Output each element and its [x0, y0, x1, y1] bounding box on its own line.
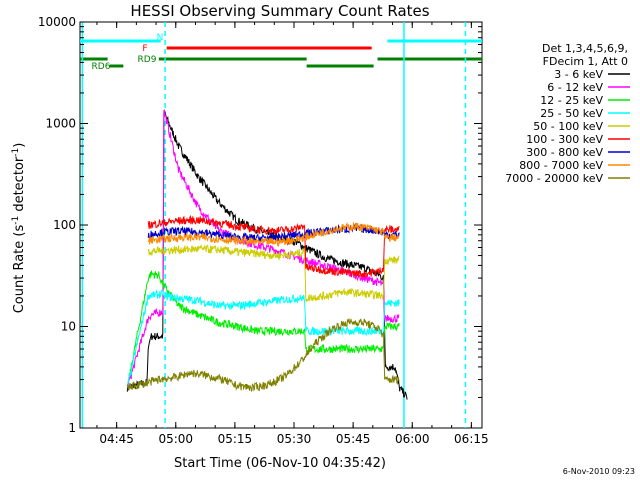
x-tick-label-5: 06:00	[395, 432, 430, 446]
x-tick-label-1: 05:00	[158, 432, 193, 446]
series-line-8	[126, 318, 400, 392]
y-axis-label-mid: detector	[12, 156, 27, 216]
y-tick-label-1: 10	[61, 320, 76, 334]
flag-label-f: F	[142, 44, 147, 54]
flag-label-rd9: RD9	[138, 55, 157, 65]
vertical-markers	[81, 22, 467, 428]
x-tick-label-6: 06:15	[454, 432, 489, 446]
legend-label-4: 50 - 100 keV	[533, 120, 603, 133]
series-line-7	[148, 221, 400, 247]
flag-label-n: N	[157, 33, 164, 43]
x-tick-label-2: 05:15	[218, 432, 253, 446]
footer-date: 6-Nov-2010 09:23	[563, 467, 635, 476]
legend: Det 1,3,4,5,6,9,FDecim 1, Att 03 - 6 keV…	[505, 42, 630, 185]
y-tick-label-3: 1000	[45, 117, 76, 131]
y-axis-label: Count Rate (s-1 detector-1)	[11, 143, 27, 314]
y-axis-label-end: )	[12, 143, 27, 148]
y-tick-label-0: 1	[68, 421, 76, 435]
legend-label-8: 7000 - 20000 keV	[505, 172, 603, 185]
plot-frame	[79, 21, 483, 429]
series-line-3	[126, 289, 400, 388]
legend-label-5: 100 - 300 keV	[526, 133, 603, 146]
legend-header-0: Det 1,3,4,5,6,9,	[542, 42, 628, 55]
y-axis-label-sup1: -1	[11, 216, 21, 225]
series-line-0	[126, 111, 408, 400]
legend-label-2: 12 - 25 keV	[540, 94, 603, 107]
chart-title: HESSI Observing Summary Count Rates	[130, 2, 429, 20]
legend-label-7: 800 - 7000 keV	[519, 159, 603, 172]
y-axis-label-main: Count Rate (s	[12, 225, 27, 314]
y-axis-label-sup2: -1	[11, 148, 21, 157]
x-axis-label: Start Time (06-Nov-10 04:35:42)	[174, 456, 386, 471]
flag-label-rd6: RD6	[92, 62, 111, 72]
legend-label-1: 6 - 12 keV	[547, 81, 603, 94]
x-tick-label-0: 04:45	[99, 432, 134, 446]
series-lines	[126, 109, 408, 400]
x-tick-label-4: 05:45	[336, 432, 371, 446]
axes: 04:45 05:00 05:15 05:30 05:45 06:00 06:15 1 10 10…	[38, 15, 489, 446]
legend-header-1: FDecim 1, Att 0	[543, 55, 628, 68]
y-tick-label-4: 10000	[38, 15, 76, 29]
series-line-4	[147, 243, 400, 302]
legend-label-3: 25 - 50 keV	[540, 107, 603, 120]
plot-area	[79, 21, 483, 429]
legend-label-0: 3 - 6 keV	[554, 68, 603, 81]
legend-label-6: 300 - 800 keV	[526, 146, 603, 159]
y-tick-label-2: 100	[53, 218, 76, 232]
series-line-1	[126, 109, 400, 388]
x-tick-label-3: 05:30	[277, 432, 312, 446]
series-line-5	[147, 214, 400, 278]
